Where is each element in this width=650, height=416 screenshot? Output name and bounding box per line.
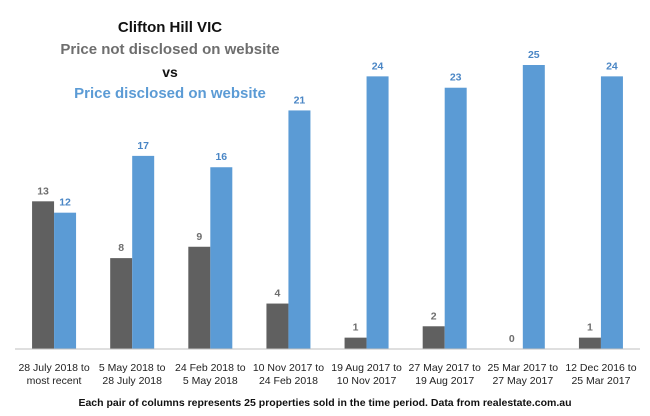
subtitle-not-disclosed: Price not disclosed on website: [60, 41, 280, 58]
category-label-5: 27 May 2017 to 19 Aug 2017: [408, 362, 481, 387]
bar-series2-4: [366, 76, 389, 350]
value-label-series2-5: 23: [450, 72, 462, 84]
bar-series1-3: [266, 303, 289, 349]
value-label-series1-4: 1: [353, 322, 359, 334]
value-label-series2-7: 24: [606, 60, 618, 72]
footnote: Each pair of columns represents 25 prope…: [78, 397, 572, 409]
value-label-series1-2: 9: [196, 231, 202, 243]
subtitle-disclosed: Price disclosed on website: [74, 85, 266, 102]
category-label-0: 28 July 2018 to most recent: [18, 362, 89, 387]
category-labels-group: 28 July 2018 to most recent 5 May 2018 to 2…: [18, 362, 636, 387]
chart-title: Clifton Hill VIC: [117, 19, 223, 36]
bar-series2-0: [54, 212, 77, 349]
bar-series2-6: [522, 65, 545, 349]
bar-series2-3: [288, 110, 311, 349]
bar-series1-0: [32, 201, 55, 349]
bar-series1-4: [344, 337, 367, 349]
bar-series1-7: [578, 337, 601, 349]
category-label-1: 5 May 2018 to 28 July 2018: [99, 362, 166, 387]
value-label-series2-2: 16: [215, 151, 227, 163]
bar-series1-2: [188, 246, 211, 349]
value-label-series1-3: 4: [275, 288, 281, 300]
value-label-series1-6: 0: [509, 333, 515, 345]
subtitle-vs: vs: [162, 64, 178, 80]
category-label-6: 25 Mar 2017 to 27 May 2017: [487, 362, 558, 387]
bar-series2-7: [600, 76, 623, 350]
category-label-3: 10 Nov 2017 to 24 Feb 2018: [253, 362, 324, 387]
title-block: Clifton Hill VIC Price not disclosed on …: [40, 18, 300, 106]
value-label-series2-0: 12: [59, 197, 71, 209]
bar-series1-5: [422, 326, 445, 349]
value-labels-group: 13 12 8 17 9 16 4 21 1 24 2 23 0 25 1 24: [37, 49, 618, 345]
bar-series2-5: [444, 87, 467, 349]
value-label-series2-3: 21: [294, 94, 306, 106]
value-label-series1-0: 13: [37, 185, 49, 197]
value-label-series2-1: 17: [137, 140, 149, 152]
bar-series2-2: [210, 167, 233, 349]
category-label-4: 19 Aug 2017 to 10 Nov 2017: [331, 362, 402, 387]
bar-series1-1: [110, 258, 133, 349]
category-label-7: 12 Dec 2016 to 25 Mar 2017: [565, 362, 636, 387]
value-label-series2-6: 25: [528, 49, 540, 61]
bar-series2-1: [132, 155, 155, 349]
value-label-series2-4: 24: [372, 60, 384, 72]
value-label-series1-1: 8: [118, 242, 124, 254]
value-label-series1-5: 2: [431, 310, 437, 322]
value-label-series1-7: 1: [587, 322, 593, 334]
category-label-2: 24 Feb 2018 to 5 May 2018: [175, 362, 246, 387]
bars-group: [32, 65, 623, 350]
